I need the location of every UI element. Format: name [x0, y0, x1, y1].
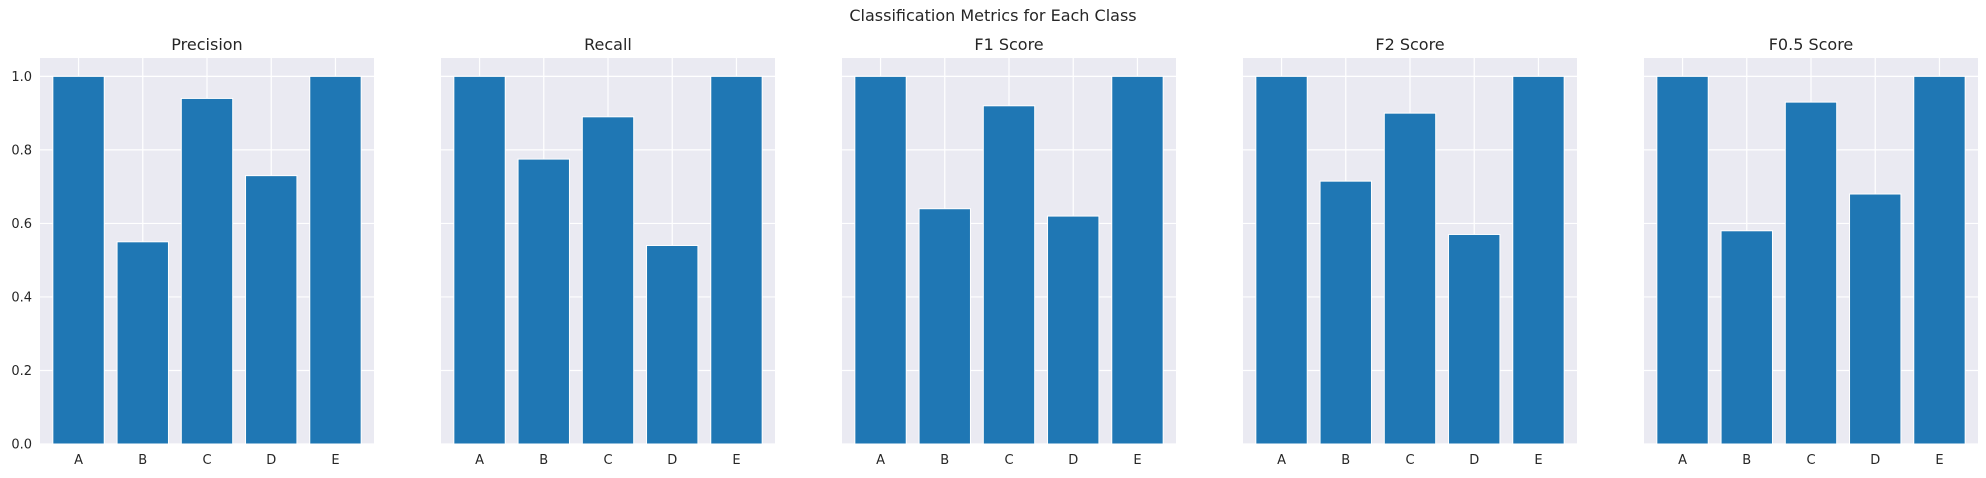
- x-tick-label: B: [539, 453, 548, 468]
- y-tick-label: 1.0: [11, 70, 32, 85]
- bar-A: [453, 75, 506, 445]
- panel-title: F2 Score: [1375, 35, 1444, 54]
- bar-A: [854, 75, 907, 445]
- x-tick-label: C: [603, 453, 612, 468]
- panel-f2-score: A B C D E F2 Score: [1243, 35, 1577, 468]
- x-tick-label: E: [1133, 453, 1141, 468]
- x-tick-label: B: [1742, 453, 1751, 468]
- bar-C: [180, 97, 234, 445]
- panel-precision: A B C D E 0.0 0.2 0.4 0.6 0.8 1.0 Precision: [11, 35, 374, 468]
- x-tick-label: C: [1806, 453, 1815, 468]
- bar-E: [1512, 75, 1565, 445]
- x-tick-label: E: [732, 453, 740, 468]
- bar-B: [918, 208, 971, 445]
- y-tick-label: 0.6: [11, 217, 32, 232]
- bar-E: [309, 75, 362, 445]
- panel-title: Precision: [171, 35, 242, 54]
- bar-A: [1656, 75, 1709, 445]
- panel-title: F1 Score: [974, 35, 1043, 54]
- x-tick-label: C: [1004, 453, 1013, 468]
- bar-D: [646, 244, 699, 445]
- panel-recall: A B C D E Recall: [441, 35, 775, 468]
- bar-E: [710, 75, 763, 445]
- x-tick-label: A: [876, 453, 885, 468]
- figure-suptitle: Classification Metrics for Each Class: [849, 6, 1137, 25]
- x-tick-label: B: [940, 453, 949, 468]
- x-tick-label: A: [1678, 453, 1687, 468]
- panel-title: F0.5 Score: [1769, 35, 1854, 54]
- bar-C: [581, 116, 635, 445]
- x-tick-label: D: [1870, 453, 1880, 468]
- x-tick-label: A: [1277, 453, 1286, 468]
- bar-B: [1720, 230, 1773, 445]
- bar-C: [1784, 101, 1838, 445]
- bar-D: [1849, 193, 1902, 445]
- bar-E: [1111, 75, 1164, 445]
- y-tick-label: 0.2: [11, 364, 32, 379]
- bar-B: [1319, 180, 1372, 445]
- bar-B: [517, 158, 570, 445]
- y-tick-label: 0.4: [11, 290, 32, 305]
- x-tick-label: A: [475, 453, 484, 468]
- panel-f0-5-score: A B C D E F0.5 Score: [1644, 35, 1978, 468]
- bar-E: [1913, 75, 1966, 445]
- x-tick-label: E: [1534, 453, 1542, 468]
- x-tick-label: C: [1405, 453, 1414, 468]
- x-tick-label: E: [1935, 453, 1943, 468]
- x-tick-label: D: [1068, 453, 1078, 468]
- bar-C: [1383, 112, 1437, 445]
- panel-f1-score: A B C D E F1 Score: [842, 35, 1176, 468]
- bar-C: [982, 105, 1036, 445]
- x-tick-label: B: [1341, 453, 1350, 468]
- x-tick-label: C: [202, 453, 211, 468]
- x-tick-label: B: [138, 453, 147, 468]
- panel-title: Recall: [584, 35, 632, 54]
- bar-A: [1255, 75, 1308, 445]
- x-tick-label: D: [266, 453, 276, 468]
- x-tick-label: E: [331, 453, 339, 468]
- x-tick-label: D: [1469, 453, 1479, 468]
- bar-A: [52, 75, 105, 445]
- y-tick-label: 0.0: [11, 438, 32, 453]
- x-tick-label: A: [74, 453, 83, 468]
- bar-B: [116, 241, 169, 445]
- x-tick-label: D: [667, 453, 677, 468]
- bar-D: [245, 175, 298, 445]
- bar-D: [1047, 215, 1100, 445]
- y-tick-label: 0.8: [11, 143, 32, 158]
- bar-D: [1448, 233, 1501, 445]
